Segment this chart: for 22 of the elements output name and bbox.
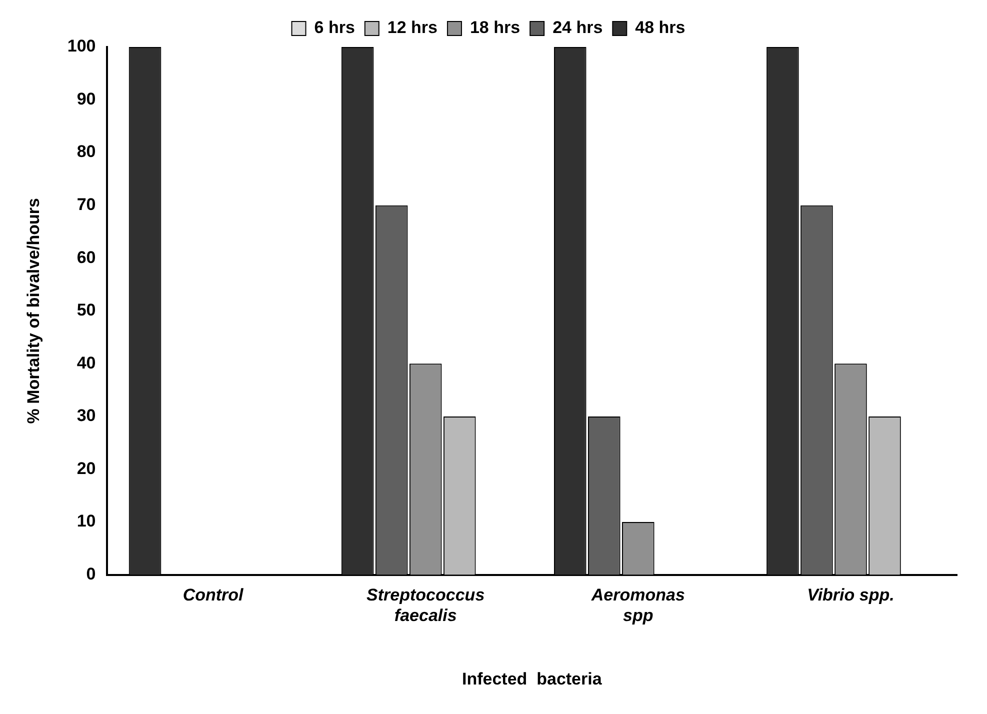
y-tick-label: 10 [76, 512, 96, 531]
y-tick-label: 40 [76, 353, 96, 372]
y-tick-label: 70 [76, 195, 96, 214]
y-tick-label: 50 [76, 300, 96, 320]
legend-label: 24 hrs [552, 18, 603, 38]
x-tick-label: Streptococcus faecalis [366, 586, 485, 626]
y-tick-label: 100 [67, 36, 96, 56]
x-tick-label: Control [182, 586, 245, 605]
legend-label: 18 hrs [470, 18, 520, 38]
x-tick-label: Vibrio spp. [807, 586, 894, 605]
y-tick-label: 80 [76, 142, 96, 162]
y-tick-label: 60 [76, 248, 96, 267]
y-tick-label: 0 [86, 564, 96, 584]
y-axis-title: % Mortality of bivalve/hours [24, 198, 43, 424]
x-tick-label: Aeromonas spp [590, 586, 685, 626]
legend-label: 12 hrs [387, 18, 438, 38]
y-tick-label: 30 [76, 406, 96, 426]
x-axis-title: Infected bacteria [462, 669, 602, 688]
legend-label: 48 hrs [635, 18, 686, 38]
legend-label: 6 hrs [314, 18, 355, 38]
y-tick-label: 90 [76, 89, 96, 108]
y-tick-label: 20 [76, 458, 96, 478]
